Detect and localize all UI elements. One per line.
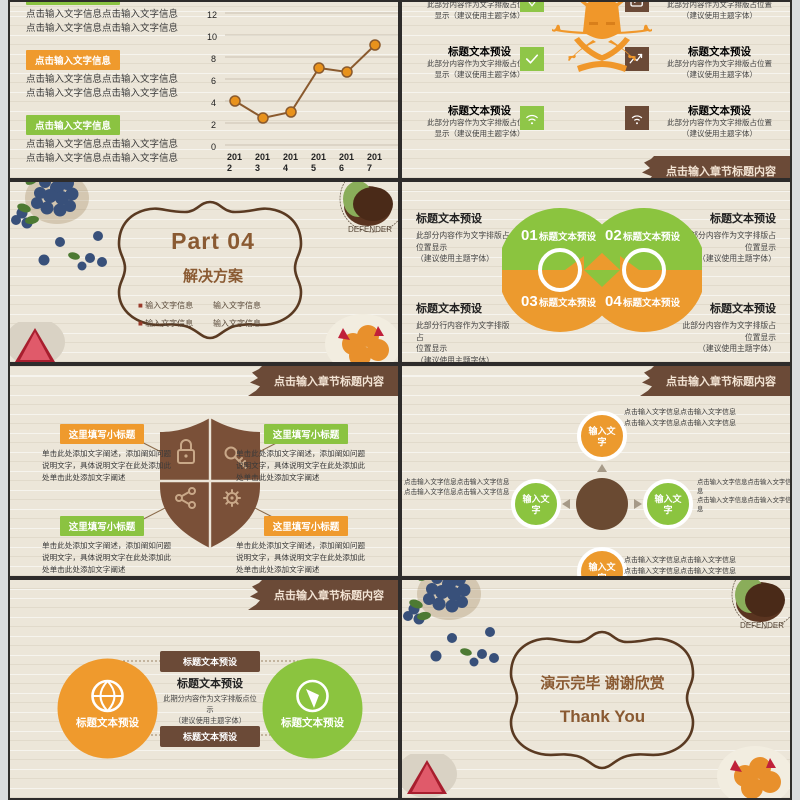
svg-text:输入文: 输入文 [588, 425, 616, 436]
svg-text:201: 201 [367, 152, 382, 162]
svg-text:04: 04 [605, 293, 622, 310]
svg-text:7: 7 [367, 163, 372, 173]
svg-text:标题文本预设: 标题文本预设 [622, 297, 681, 309]
svg-text:标题文本预设: 标题文本预设 [538, 231, 597, 243]
svg-text:标题文本预设: 标题文本预设 [538, 297, 597, 309]
svg-text:DEFENDER: DEFENDER [348, 225, 392, 234]
svg-text:3: 3 [255, 163, 260, 173]
svg-text:6: 6 [211, 76, 216, 86]
svg-text:字: 字 [531, 504, 540, 515]
svg-text:01: 01 [521, 227, 538, 244]
svg-text:02: 02 [605, 227, 622, 244]
svg-text:5: 5 [311, 163, 316, 173]
svg-text:12: 12 [207, 10, 217, 20]
svg-text:标题文本预设: 标题文本预设 [280, 716, 344, 729]
svg-text:标题文本预设: 标题文本预设 [622, 231, 681, 243]
svg-text:201: 201 [283, 152, 298, 162]
svg-text:0: 0 [211, 142, 216, 152]
svg-text:输入文: 输入文 [654, 493, 682, 504]
svg-text:2: 2 [211, 120, 216, 130]
svg-text:201: 201 [339, 152, 354, 162]
svg-text:4: 4 [283, 163, 288, 173]
svg-text:6: 6 [339, 163, 344, 173]
svg-text:03: 03 [521, 293, 538, 310]
svg-text:字: 字 [663, 504, 672, 515]
svg-text:10: 10 [207, 32, 217, 42]
svg-text:201: 201 [227, 152, 242, 162]
svg-text:输入文: 输入文 [588, 561, 616, 572]
svg-text:201: 201 [311, 152, 326, 162]
svg-text:8: 8 [211, 54, 216, 64]
svg-text:DEFENDER: DEFENDER [740, 621, 784, 630]
svg-text:标题文本预设: 标题文本预设 [75, 716, 139, 729]
svg-text:字: 字 [597, 436, 606, 447]
svg-text:4: 4 [211, 98, 216, 108]
svg-text:2: 2 [227, 163, 232, 173]
svg-text:201: 201 [255, 152, 270, 162]
